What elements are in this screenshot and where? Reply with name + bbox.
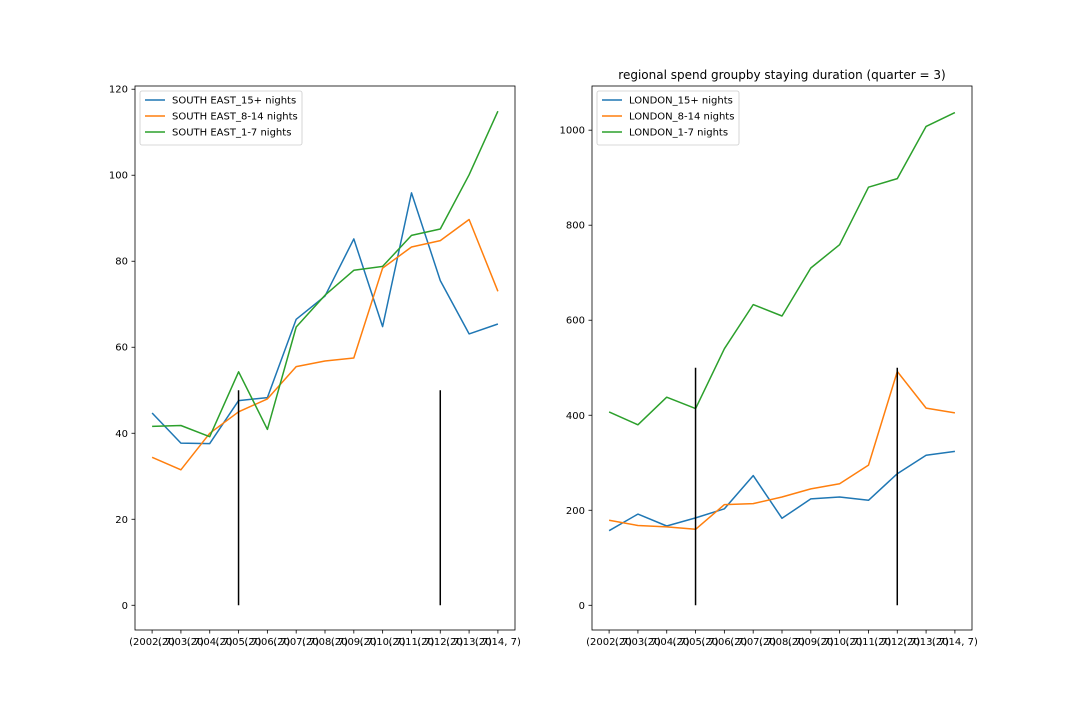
x-tick-label: (2008, 7) [759, 637, 805, 648]
x-tick-label: (2013, 7) [446, 637, 492, 648]
x-tick-label: (2002, 7) [129, 637, 175, 648]
left-chart: 0 20 40 60 80 100 120 (2002, 7)(2003, 7)(2004, … [109, 85, 521, 648]
x-tick-label: (2009, 7) [331, 637, 377, 648]
x-tick-label: (2003, 7) [615, 637, 661, 648]
y-tick-label: 120 [109, 85, 128, 96]
legend-label: LONDON_8-14 nights [629, 112, 734, 123]
legend: SOUTH EAST_15+ nights SOUTH EAST_8-14 nig… [139, 90, 303, 146]
y-tick-label: 600 [566, 316, 585, 327]
x-tick-label: (2014, 7) [932, 637, 978, 648]
x-tick-label: (2002, 7) [586, 637, 632, 648]
y-tick-label: 200 [566, 506, 585, 517]
x-tick-label: (2006, 7) [244, 637, 290, 648]
x-tick-label: (2011, 7) [845, 637, 891, 648]
y-tick-label: 40 [115, 429, 128, 440]
x-tick-label: (2004, 7) [644, 637, 690, 648]
y-tick-label: 100 [109, 171, 128, 182]
series-line-south-east-1-7-nights [152, 110, 499, 438]
x-tick-label: (2008, 7) [302, 637, 348, 648]
y-tick-label: 0 [579, 601, 585, 612]
legend-label: SOUTH EAST_1-7 nights [172, 128, 291, 139]
y-tick-label: 1000 [560, 126, 585, 137]
x-tick-label: (2014, 7) [475, 637, 521, 648]
x-tick-label: (2012, 7) [417, 637, 463, 648]
legend-label: SOUTH EAST_8-14 nights [172, 112, 298, 123]
legend-box [139, 90, 303, 146]
x-tick-label: (2012, 7) [874, 637, 920, 648]
x-tick-label: (2010, 7) [817, 637, 863, 648]
legend-label: LONDON_1-7 nights [629, 128, 728, 139]
y-tick-label: 60 [115, 343, 128, 354]
x-tick-label: (2009, 7) [788, 637, 834, 648]
series-line-south-east-8-14-nights [151, 218, 499, 471]
series-line-london-1-7-nights [608, 111, 956, 426]
x-tick-label: (2003, 7) [158, 637, 204, 648]
x-tick-label: (2005, 7) [216, 637, 262, 648]
legend-label: SOUTH EAST_15+ nights [172, 96, 296, 107]
y-tick-label: 20 [115, 515, 128, 526]
legend-box [596, 90, 740, 146]
x-tick-label: (2010, 7) [360, 637, 406, 648]
y-tick-label: 80 [115, 257, 128, 268]
y-tick-label: 800 [566, 221, 585, 232]
chart-title: regional spend groupby staying duration … [618, 68, 945, 82]
x-tick-label: (2007, 7) [730, 637, 776, 648]
y-tick-label: 400 [566, 411, 585, 422]
x-tick-label: (2005, 7) [673, 637, 719, 648]
x-tick-label: (2013, 7) [903, 637, 949, 648]
x-tick-label: (2007, 7) [273, 637, 319, 648]
y-tick-label: 0 [122, 601, 128, 612]
legend: LONDON_15+ nights LONDON_8-14 nights LONDO… [596, 90, 740, 146]
legend-label: LONDON_15+ nights [629, 96, 733, 107]
x-tick-label: (2011, 7) [388, 637, 434, 648]
x-tick-label: (2006, 7) [701, 637, 747, 648]
right-chart: 0 200 400 600 800 1000 (2002, 7)(2003, 7)(2004… [560, 68, 978, 648]
x-tick-label: (2004, 7) [187, 637, 233, 648]
